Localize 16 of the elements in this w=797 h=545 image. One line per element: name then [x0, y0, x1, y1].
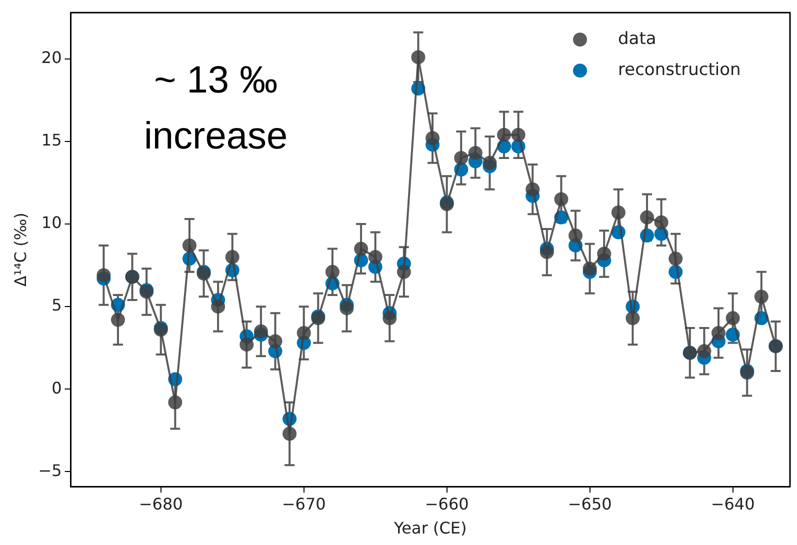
y-tick-label: 20: [41, 48, 62, 67]
x-tick-label: −680: [138, 494, 183, 514]
x-axis-title: Year (CE): [393, 518, 467, 538]
legend-label: reconstruction: [618, 60, 741, 80]
legend-label: data: [618, 29, 656, 50]
x-tick-label: −650: [568, 494, 612, 514]
y-tick-label: 10: [41, 213, 62, 232]
y-tick-label: 15: [41, 130, 62, 150]
y-tick-label: −5: [38, 460, 62, 480]
y-tick-label: 0: [52, 378, 62, 398]
x-tick-label: −670: [282, 494, 326, 514]
annotation: ~ 13 ‰ increase: [144, 60, 288, 158]
x-tick-label: −640: [710, 494, 755, 514]
y-axis-title: Δ¹⁴C (‰): [10, 212, 30, 287]
x-tick-label: −660: [424, 494, 469, 514]
y-tick-label: 5: [52, 296, 62, 315]
